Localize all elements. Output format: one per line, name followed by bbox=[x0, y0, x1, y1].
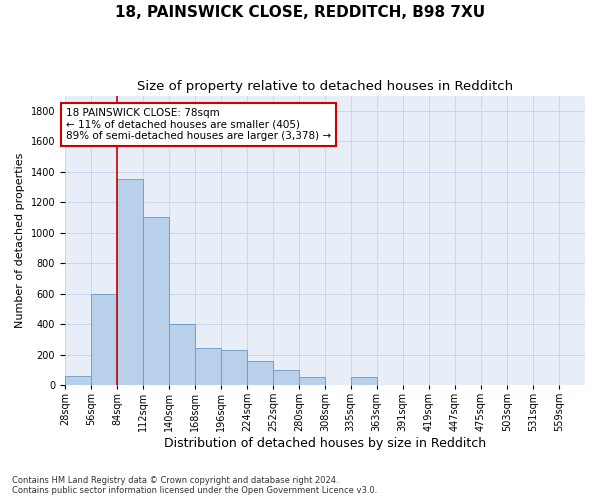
Text: Contains HM Land Registry data © Crown copyright and database right 2024.
Contai: Contains HM Land Registry data © Crown c… bbox=[12, 476, 377, 495]
Bar bbox=[274, 370, 299, 385]
Y-axis label: Number of detached properties: Number of detached properties bbox=[15, 152, 25, 328]
Bar bbox=[91, 294, 117, 385]
Text: 18 PAINSWICK CLOSE: 78sqm
← 11% of detached houses are smaller (405)
89% of semi: 18 PAINSWICK CLOSE: 78sqm ← 11% of detac… bbox=[66, 108, 331, 141]
Text: 18, PAINSWICK CLOSE, REDDITCH, B98 7XU: 18, PAINSWICK CLOSE, REDDITCH, B98 7XU bbox=[115, 5, 485, 20]
Bar bbox=[195, 348, 221, 385]
Bar bbox=[143, 218, 169, 385]
Bar bbox=[117, 180, 143, 385]
Bar bbox=[299, 378, 325, 385]
Bar bbox=[350, 378, 377, 385]
Bar bbox=[247, 360, 274, 385]
Bar bbox=[221, 350, 247, 385]
Bar bbox=[65, 376, 91, 385]
Title: Size of property relative to detached houses in Redditch: Size of property relative to detached ho… bbox=[137, 80, 513, 93]
X-axis label: Distribution of detached houses by size in Redditch: Distribution of detached houses by size … bbox=[164, 437, 486, 450]
Bar bbox=[169, 324, 195, 385]
